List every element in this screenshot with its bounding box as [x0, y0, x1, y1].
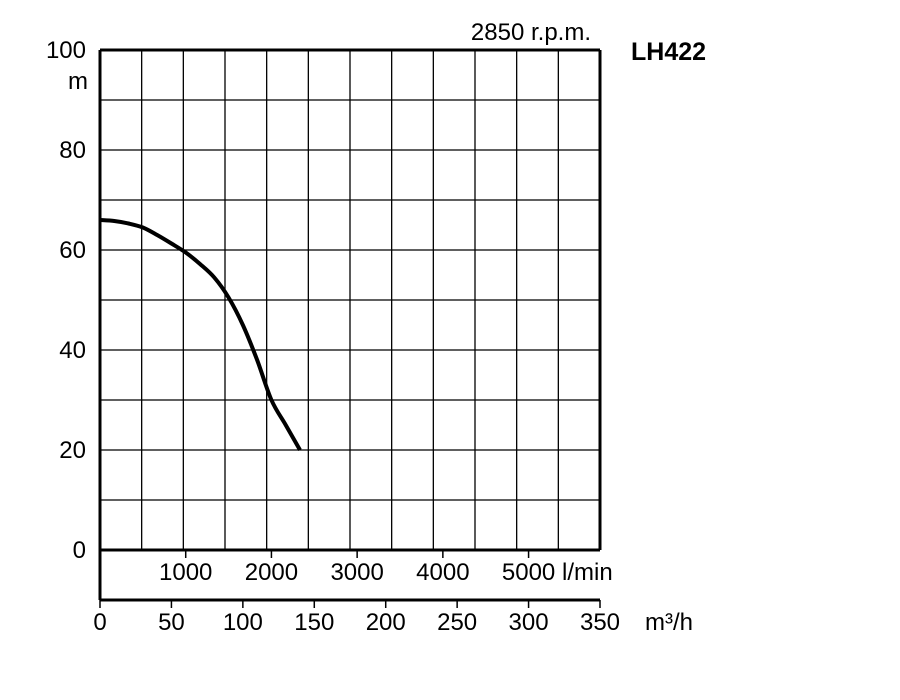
x-secondary-tick-label: 1000 [159, 559, 212, 586]
y-tick-label: 100 [46, 37, 86, 64]
x-primary-unit-label: m³/h [645, 609, 693, 636]
series-line-pump-curve [99, 218, 302, 451]
x-secondary-unit-label: l/min [562, 559, 613, 586]
x-primary-tick-label: 350 [580, 609, 620, 636]
x-primary-tick-label: 100 [223, 609, 263, 636]
model-label: LH422 [631, 38, 706, 66]
y-tick-label: 20 [59, 437, 86, 464]
plot-frame [98, 48, 602, 608]
x-secondary-tick-label: 5000 [502, 559, 555, 586]
x-primary-tick-label: 200 [366, 609, 406, 636]
y-axis-unit-label: m [68, 68, 88, 95]
series-layer [99, 218, 302, 451]
x-primary-tick-label: 150 [294, 609, 334, 636]
grid [100, 50, 600, 550]
x-primary-tick-label: 0 [93, 609, 106, 636]
x-primary-tick-label: 250 [437, 609, 477, 636]
y-tick-label: 40 [59, 337, 86, 364]
y-tick-label: 0 [73, 537, 86, 564]
x-secondary-tick-label: 4000 [416, 559, 469, 586]
x-primary-tick-label: 300 [509, 609, 549, 636]
x-primary-tick-label: 50 [158, 609, 185, 636]
x-secondary-tick-label: 2000 [245, 559, 298, 586]
x-secondary-tick-label: 3000 [330, 559, 383, 586]
y-tick-label: 80 [59, 137, 86, 164]
y-tick-label: 60 [59, 237, 86, 264]
speed-label: 2850 r.p.m. [471, 19, 591, 46]
